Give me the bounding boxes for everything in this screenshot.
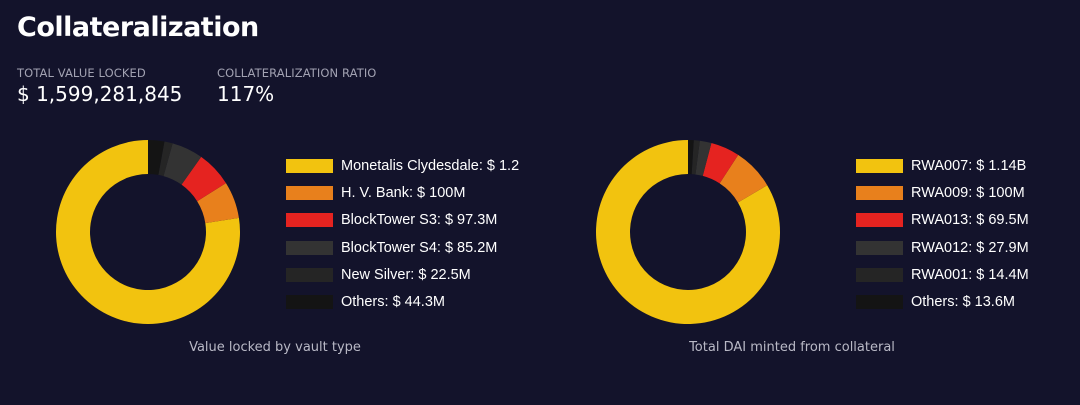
donut-slice[interactable] xyxy=(596,140,780,324)
donut-slice[interactable] xyxy=(163,143,202,185)
legend-item[interactable]: RWA009: $ 100M xyxy=(856,179,1029,206)
ratio-stat: COLLATERALIZATION RATIO 117% xyxy=(217,66,376,106)
legend-label: RWA009: $ 100M xyxy=(911,184,1025,201)
tvl-value: $ 1,599,281,845 xyxy=(17,82,183,106)
legend-swatch xyxy=(286,240,333,255)
legend-label: Others: $ 13.6M xyxy=(911,294,1015,311)
legend-label: RWA012: $ 27.9M xyxy=(911,239,1029,256)
legend-swatch xyxy=(856,295,903,310)
legend-swatch xyxy=(856,158,903,173)
vault-type-donut-chart xyxy=(56,140,240,324)
legend-swatch xyxy=(286,185,333,200)
legend-swatch xyxy=(856,185,903,200)
vault-type-legend: Monetalis Clydesdale: $ 1.2 H. V. Bank: $… xyxy=(286,152,519,316)
donut-slice[interactable] xyxy=(158,141,173,177)
tvl-stat: TOTAL VALUE LOCKED $ 1,599,281,845 xyxy=(17,66,182,106)
legend-label: New Silver: $ 22.5M xyxy=(341,266,471,283)
dai-minted-legend: RWA007: $ 1.14B RWA009: $ 100M RWA013: $ 6… xyxy=(856,152,1029,316)
donut-slice[interactable] xyxy=(56,140,240,324)
vault-type-caption: Value locked by vault type xyxy=(189,340,361,355)
legend-item[interactable]: New Silver: $ 22.5M xyxy=(286,261,519,288)
legend-item[interactable]: RWA001: $ 14.4M xyxy=(856,261,1029,288)
legend-label: Monetalis Clydesdale: $ 1.2 xyxy=(341,157,520,174)
legend-swatch xyxy=(286,213,333,228)
donut-slice[interactable] xyxy=(691,140,700,175)
legend-label: RWA013: $ 69.5M xyxy=(911,212,1029,229)
donut-slice[interactable] xyxy=(702,143,739,184)
donut-slice[interactable] xyxy=(148,140,165,175)
legend-swatch xyxy=(286,158,333,173)
ratio-label: COLLATERALIZATION RATIO xyxy=(217,66,377,80)
donut-slice[interactable] xyxy=(719,154,768,203)
legend-label: Others: $ 44.3M xyxy=(341,294,445,311)
legend-item[interactable]: Others: $ 44.3M xyxy=(286,288,519,315)
donut-slice[interactable] xyxy=(695,140,712,176)
legend-swatch xyxy=(856,213,903,228)
legend-swatch xyxy=(856,267,903,282)
legend-swatch xyxy=(856,240,903,255)
legend-item[interactable]: BlockTower S3: $ 97.3M xyxy=(286,207,519,234)
legend-label: BlockTower S3: $ 97.3M xyxy=(341,212,498,229)
donut-slice[interactable] xyxy=(181,156,226,202)
dai-minted-donut-chart xyxy=(596,140,780,324)
donut-slice[interactable] xyxy=(197,183,239,224)
legend-label: RWA001: $ 14.4M xyxy=(911,266,1029,283)
legend-swatch xyxy=(286,295,333,310)
legend-label: BlockTower S4: $ 85.2M xyxy=(341,239,498,256)
legend-item[interactable]: H. V. Bank: $ 100M xyxy=(286,179,519,206)
legend-item[interactable]: RWA013: $ 69.5M xyxy=(856,207,1029,234)
legend-swatch xyxy=(286,267,333,282)
page-title: Collateralization xyxy=(17,12,259,43)
ratio-value: 117% xyxy=(217,82,275,106)
dai-minted-caption: Total DAI minted from collateral xyxy=(689,340,895,355)
donut-slice[interactable] xyxy=(688,140,694,175)
legend-item[interactable]: Others: $ 13.6M xyxy=(856,288,1029,315)
legend-item[interactable]: RWA012: $ 27.9M xyxy=(856,234,1029,261)
legend-item[interactable]: RWA007: $ 1.14B xyxy=(856,152,1029,179)
tvl-label: TOTAL VALUE LOCKED xyxy=(17,66,146,80)
legend-item[interactable]: BlockTower S4: $ 85.2M xyxy=(286,234,519,261)
legend-label: H. V. Bank: $ 100M xyxy=(341,184,466,201)
legend-item[interactable]: Monetalis Clydesdale: $ 1.2 xyxy=(286,152,519,179)
legend-label: RWA007: $ 1.14B xyxy=(911,157,1027,174)
